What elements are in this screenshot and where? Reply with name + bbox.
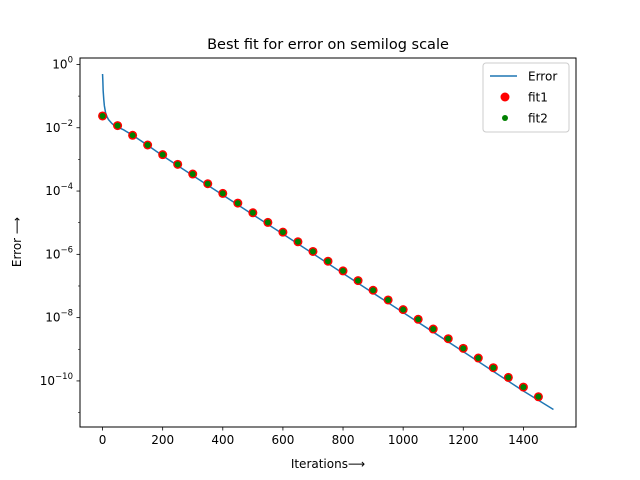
- point-fit2-6: [189, 171, 196, 178]
- point-fit2-26: [490, 364, 497, 371]
- y-axis: 100 10−2 10−4 10−6 10−8 10−10: [40, 55, 80, 413]
- x-tick-label-0: 0: [99, 433, 107, 447]
- y-axis-label: Error ⟶: [10, 217, 24, 267]
- y-tick-label-1: 10−2: [45, 119, 73, 135]
- y-tick-label-2: 10−4: [45, 182, 73, 198]
- point-fit2-17: [355, 277, 362, 284]
- point-fit2-9: [234, 200, 241, 207]
- point-fit2-28: [520, 384, 527, 391]
- legend-label-error: Error: [528, 70, 557, 84]
- point-fit2-24: [460, 345, 467, 352]
- point-fit2-13: [294, 238, 301, 245]
- point-fit2-2: [129, 132, 136, 139]
- point-fit2-5: [174, 161, 181, 168]
- point-fit2-8: [219, 190, 226, 197]
- legend-box: [482, 62, 570, 133]
- x-tick-label-200: 200: [151, 433, 174, 447]
- chart-title: Best fit for error on semilog scale: [207, 37, 449, 53]
- point-fit2-19: [385, 296, 392, 303]
- point-fit2-3: [144, 142, 151, 148]
- x-tick-label-600: 600: [271, 433, 294, 447]
- x-tick-label-400: 400: [211, 433, 234, 447]
- point-fit2-0: [99, 112, 106, 119]
- plot-content: [98, 73, 554, 411]
- point-fit2-20: [400, 306, 407, 313]
- point-fit2-29: [535, 393, 542, 400]
- x-axis-label: Iterations⟶: [291, 457, 365, 471]
- point-fit2-4: [159, 151, 166, 158]
- legend-marker-fit1: [500, 92, 510, 102]
- point-fit2-27: [505, 374, 512, 381]
- point-fit2-23: [445, 335, 452, 342]
- point-fit2-25: [475, 355, 482, 362]
- point-fit2-1: [114, 122, 121, 129]
- y-tick-label-5: 10−10: [40, 372, 73, 388]
- legend-label-fit1: fit1: [528, 91, 548, 105]
- point-fit2-21: [415, 316, 422, 323]
- point-fit2-15: [325, 258, 331, 265]
- point-fit2-18: [370, 287, 377, 294]
- x-tick-label-800: 800: [332, 433, 355, 447]
- point-fit2-7: [204, 180, 211, 187]
- point-fit2-16: [340, 267, 347, 274]
- x-tick-label-1200: 1200: [448, 433, 479, 447]
- point-fit2-14: [309, 248, 316, 255]
- point-fit2-10: [249, 209, 256, 216]
- y-tick-label-0: 100: [52, 55, 73, 71]
- x-tick-label-1400: 1400: [508, 433, 539, 447]
- y-tick-label-4: 10−8: [45, 309, 73, 325]
- legend: Error fit1 fit2: [482, 62, 570, 133]
- x-axis: 0 200 400 600 800 1000 1200 1400: [99, 427, 539, 447]
- point-fit2-22: [430, 326, 437, 333]
- x-tick-label-1000: 1000: [388, 433, 419, 447]
- point-fit2-11: [264, 219, 271, 226]
- legend-marker-fit2: [502, 115, 508, 121]
- legend-label-fit2: fit2: [528, 112, 548, 126]
- y-tick-label-3: 10−6: [45, 245, 73, 261]
- axes-frame: [79, 57, 577, 428]
- point-fit2-12: [279, 229, 286, 236]
